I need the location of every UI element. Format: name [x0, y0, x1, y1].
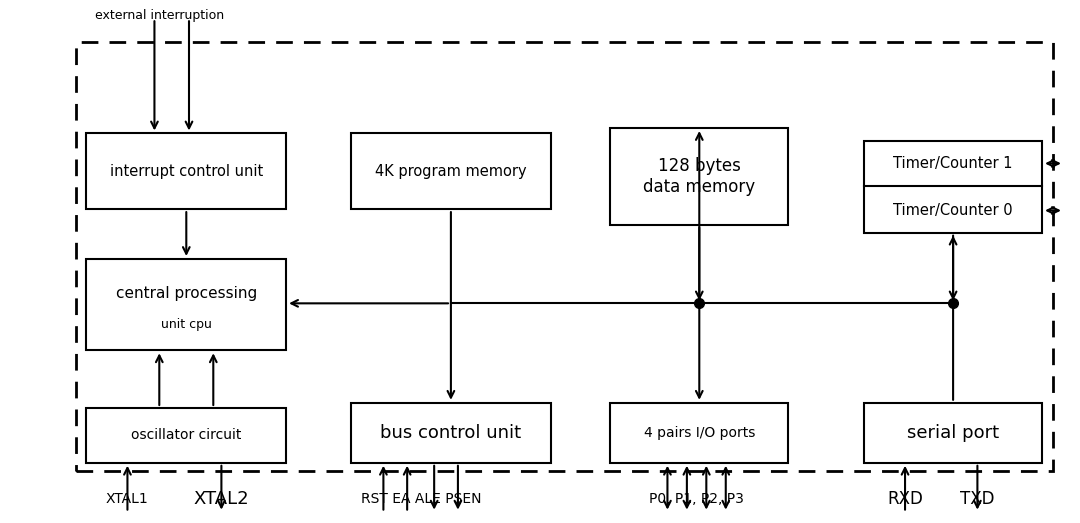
Text: bus control unit: bus control unit	[380, 424, 522, 442]
Text: Timer/Counter 1: Timer/Counter 1	[893, 156, 1013, 171]
Bar	[86, 133, 286, 209]
Bar	[351, 403, 551, 463]
Text: XTAL1: XTAL1	[106, 493, 149, 506]
Text: XTAL2: XTAL2	[193, 491, 249, 508]
Text: Timer/Counter 0: Timer/Counter 0	[893, 203, 1013, 218]
Bar	[86, 408, 286, 463]
Bar	[610, 128, 788, 225]
Text: TXD: TXD	[960, 491, 995, 508]
Bar	[864, 403, 1042, 463]
Bar	[610, 403, 788, 463]
Bar	[351, 133, 551, 209]
Text: unit cpu: unit cpu	[161, 319, 212, 331]
Text: RST EA ALE PSEN: RST EA ALE PSEN	[361, 493, 482, 506]
Bar	[864, 141, 1042, 233]
Text: oscillator circuit: oscillator circuit	[131, 428, 242, 442]
Text: external interruption: external interruption	[95, 9, 225, 22]
Text: interrupt control unit: interrupt control unit	[110, 164, 262, 179]
Text: 4K program memory: 4K program memory	[375, 164, 527, 179]
Bar	[86, 259, 286, 350]
Text: RXD: RXD	[887, 491, 923, 508]
Text: 4 pairs I/O ports: 4 pairs I/O ports	[644, 426, 755, 440]
Text: P0, P1, P2, P3: P0, P1, P2, P3	[649, 493, 744, 506]
Text: 128 bytes
data memory: 128 bytes data memory	[644, 157, 755, 196]
Text: central processing: central processing	[116, 286, 257, 301]
Text: serial port: serial port	[907, 424, 999, 442]
Bar	[76, 42, 1053, 471]
